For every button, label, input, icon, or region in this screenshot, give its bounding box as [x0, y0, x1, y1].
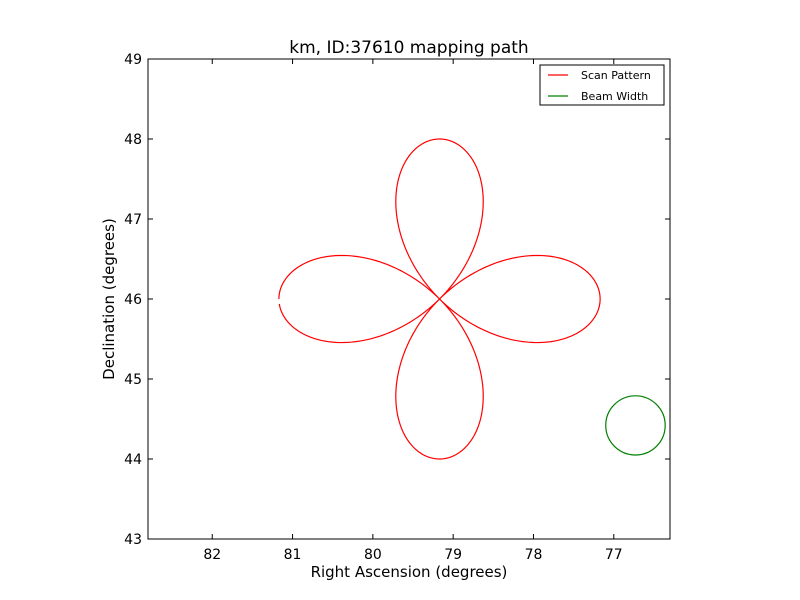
x-tick-label: 78 — [525, 547, 543, 563]
legend-label-beam-width: Beam Width — [581, 90, 648, 103]
x-tick-label: 81 — [284, 547, 302, 563]
x-tick-label: 80 — [364, 547, 382, 563]
x-axis-label: Right Ascension (degrees) — [311, 563, 508, 581]
legend: Scan Pattern Beam Width — [539, 64, 665, 106]
beam-width-circle — [605, 395, 666, 456]
y-tick-label: 48 — [124, 132, 142, 148]
y-tick-label: 44 — [124, 452, 142, 468]
y-tick-label: 47 — [124, 212, 142, 228]
y-tick-label: 45 — [124, 372, 142, 388]
scan-pattern-line — [278, 138, 601, 460]
y-axis-label: Declination (degrees) — [100, 218, 118, 380]
y-tick-label: 49 — [124, 52, 142, 68]
x-tick-label: 77 — [605, 547, 623, 563]
y-tick-label: 43 — [124, 532, 142, 548]
series-layer — [278, 138, 666, 460]
x-tick-label: 82 — [203, 547, 221, 563]
chart-title: km, ID:37610 mapping path — [289, 38, 528, 58]
legend-label-scan-pattern: Scan Pattern — [581, 69, 651, 82]
axis-ticks: 82 81 80 79 78 77 43 44 45 46 47 48 49 — [124, 52, 670, 563]
legend-box — [539, 64, 665, 106]
y-tick-label: 46 — [124, 292, 142, 308]
x-tick-label: 79 — [444, 547, 462, 563]
plot-area — [147, 58, 671, 540]
